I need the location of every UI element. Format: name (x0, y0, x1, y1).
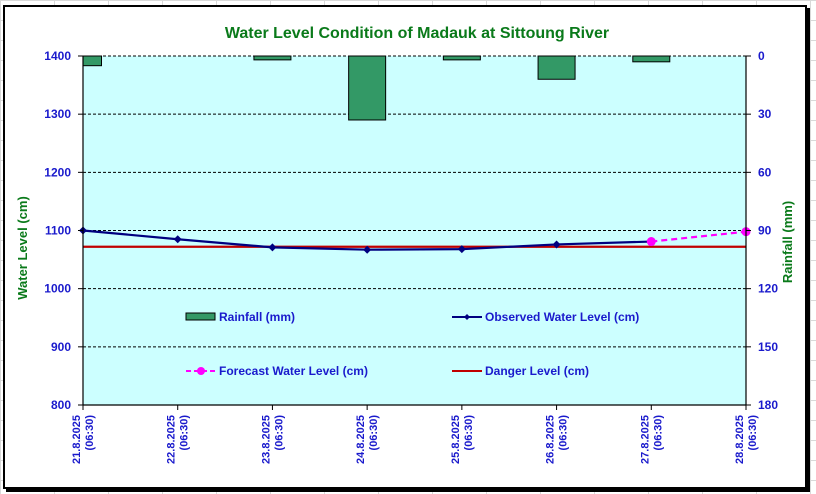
x-tick-label-date: 25.8.2025 (450, 415, 462, 464)
legend-swatch-rainfall-mm (185, 312, 216, 321)
x-tick-label-date: 22.8.2025 (166, 415, 178, 464)
y2-tick-label: 150 (758, 340, 778, 354)
y2-tick-label: 60 (758, 165, 772, 179)
y2-tick-label: 30 (758, 107, 772, 121)
legend-marker-observed-water-level-cm (464, 314, 470, 320)
rainfall-bar (537, 55, 576, 80)
forecast-water-level-point (646, 237, 656, 247)
legend-label-forecast-water-level-cm: Forecast Water Level (cm) (219, 364, 368, 378)
x-tick-label-time: (06:30) (463, 415, 475, 451)
observed-water-level-point (552, 240, 561, 249)
legend-label-observed-water-level-cm: Observed Water Level (cm) (485, 310, 639, 324)
x-tick-label-time: (06:30) (273, 415, 285, 451)
rainfall-bar (82, 55, 102, 67)
y2-tick-label: 120 (758, 282, 778, 296)
legend-marker-forecast-water-level-cm (197, 367, 205, 375)
x-tick-label-date: 21.8.2025 (71, 415, 83, 464)
y-tick-label: 1300 (44, 107, 71, 121)
chart-title: Water Level Condition of Madauk at Sitto… (225, 25, 609, 42)
x-tick-label-time: (06:30) (652, 415, 664, 451)
y2-tick-label: 180 (758, 398, 778, 412)
legend-label-rainfall-mm: Rainfall (mm) (219, 310, 295, 324)
y-tick-label: 1200 (44, 165, 71, 179)
rainfall-bar (348, 55, 387, 121)
x-tick-label-date: 28.8.2025 (734, 415, 746, 464)
observed-water-level-point (363, 245, 372, 254)
y2-tick-label: 90 (758, 224, 772, 238)
forecast-water-level-line (651, 230, 747, 243)
y2-tick-label: 0 (758, 49, 765, 63)
x-tick-label-time: (06:30) (558, 415, 570, 451)
x-tick-label-time: (06:30) (84, 415, 96, 451)
y-tick-label: 1000 (44, 282, 71, 296)
y-tick-label: 1100 (45, 224, 71, 238)
observed-water-level-point (173, 235, 182, 244)
y2-axis-title: Rainfall (mm) (780, 201, 795, 283)
x-tick-label-date: 24.8.2025 (355, 415, 367, 464)
rainfall-bar (632, 55, 671, 63)
x-tick-label-date: 23.8.2025 (260, 415, 272, 464)
x-tick-label-date: 26.8.2025 (545, 415, 557, 464)
observed-water-level-point (457, 245, 466, 254)
legend-label-danger-level-cm: Danger Level (cm) (485, 364, 589, 378)
y-axis-title: Water Level (cm) (15, 196, 30, 300)
rainfall-bar (442, 55, 481, 61)
y-tick-label: 900 (51, 340, 71, 354)
y-tick-label: 1400 (44, 49, 71, 63)
y-tick-label: 800 (51, 398, 71, 412)
x-tick-label-time: (06:30) (747, 415, 759, 451)
x-tick-label-date: 27.8.2025 (639, 415, 651, 464)
rainfall-bar (253, 55, 292, 61)
observed-water-level-point (268, 243, 277, 252)
x-tick-label-time: (06:30) (179, 415, 191, 451)
x-tick-label-time: (06:30) (368, 415, 380, 451)
